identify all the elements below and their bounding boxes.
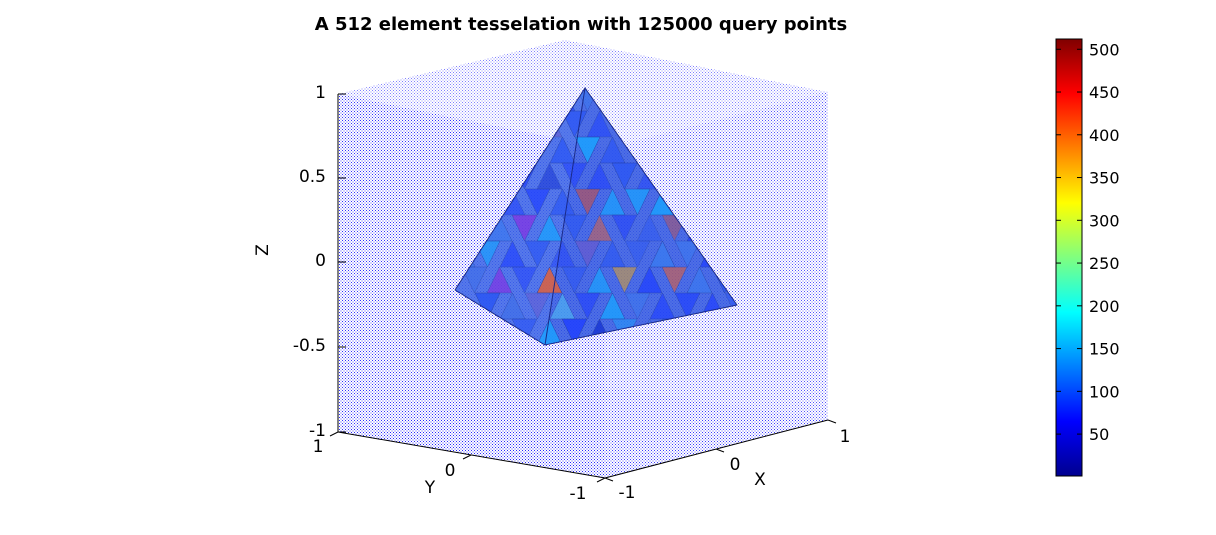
colorbar-gradient xyxy=(1055,38,1083,477)
tetrahedron-patch xyxy=(674,240,701,268)
cloud-face-bottom xyxy=(338,380,828,478)
x-tick-label: -1 xyxy=(619,483,636,503)
tetrahedron-patch xyxy=(524,188,551,216)
z-tick-label: 0.5 xyxy=(299,167,326,187)
y-tick-label: -1 xyxy=(570,484,587,504)
z-ticks: 1 0.5 0 -0.5 -1 xyxy=(293,83,346,441)
y-tick-label: 0 xyxy=(445,461,456,481)
tetrahedron-patch xyxy=(524,292,551,320)
tetrahedron-patch xyxy=(574,136,601,164)
tetrahedron-patch xyxy=(561,162,588,190)
y-axis-line xyxy=(337,431,606,479)
x-tick-mark xyxy=(604,477,614,482)
tetrahedron-patch xyxy=(611,162,638,190)
y-tick-mark xyxy=(329,431,339,437)
tetrahedron-patch xyxy=(661,266,688,294)
colorbar-tick-label: 200 xyxy=(1089,297,1120,316)
colorbar-tick-label: 450 xyxy=(1089,83,1120,102)
colorbar-tick-label: 350 xyxy=(1089,169,1120,188)
tetrahedron-patch xyxy=(624,240,651,268)
x-tick-mark xyxy=(827,419,837,424)
tetrahedron-patch xyxy=(574,240,601,268)
y-ticks: 1 0 -1 xyxy=(313,431,606,504)
tetrahedron-patch xyxy=(636,214,663,242)
x-tick-label: 1 xyxy=(840,427,851,447)
chart-title: A 512 element tesselation with 125000 qu… xyxy=(315,14,848,35)
colorbar-tick-label: 100 xyxy=(1089,382,1120,401)
tetrahedron-patch xyxy=(511,266,538,294)
z-tick-label: -0.5 xyxy=(293,336,326,356)
tetrahedron-patch xyxy=(561,318,588,345)
pyramid-edges xyxy=(454,87,738,346)
colorbar-ticks: 500 450 400 350 300 250 200 150 100 50 xyxy=(1056,40,1120,444)
tetrahedron-patch xyxy=(624,292,651,320)
tetrahedron-patch xyxy=(461,266,488,294)
tetrahedron-patch xyxy=(524,240,551,268)
colorbar-tick-label: 50 xyxy=(1089,425,1109,444)
colorbar-tick-label: 150 xyxy=(1089,340,1120,359)
colorbar-tick-label: 400 xyxy=(1089,126,1120,145)
y-tick-mark xyxy=(596,477,606,483)
x-ticks: -1 0 1 xyxy=(604,419,851,503)
x-tick-label: 0 xyxy=(730,455,741,475)
colorbar-tick-label: 500 xyxy=(1089,40,1120,59)
tetrahedron-patch xyxy=(574,292,601,320)
tetrahedron-patch xyxy=(636,266,663,294)
x-axis-label: X xyxy=(754,470,766,490)
tetrahedron-patch xyxy=(536,318,563,345)
z-tick-label: 0 xyxy=(315,251,326,271)
tetrahedron-patch xyxy=(536,266,563,294)
tetrahedron-patch xyxy=(574,188,601,216)
x-tick-mark xyxy=(715,448,725,453)
tetrahedron-patch xyxy=(511,214,538,242)
colorbar-tick-label: 300 xyxy=(1089,211,1120,230)
pyramid-front-edge xyxy=(544,87,586,346)
tetrahedron-patch xyxy=(611,214,638,242)
z-axis-label: Z xyxy=(253,244,273,256)
y-tick-label: 1 xyxy=(313,437,324,457)
tetrahedron-patch xyxy=(611,266,638,294)
tetrahedron-patch xyxy=(674,292,701,320)
y-tick-mark xyxy=(462,454,472,460)
y-axis-label: Y xyxy=(424,478,436,498)
tetrahedron-patch xyxy=(624,188,651,216)
z-tick-label: 1 xyxy=(315,83,326,103)
colorbar: 500 450 400 350 300 250 200 150 100 50 xyxy=(1055,38,1120,477)
tetrahedron-patch xyxy=(561,266,588,294)
tetrahedron-patch xyxy=(599,292,626,320)
colorbar-tick-label: 250 xyxy=(1089,254,1120,273)
z-tick-label: -1 xyxy=(309,421,326,441)
tetrahedron-patch xyxy=(561,214,588,242)
